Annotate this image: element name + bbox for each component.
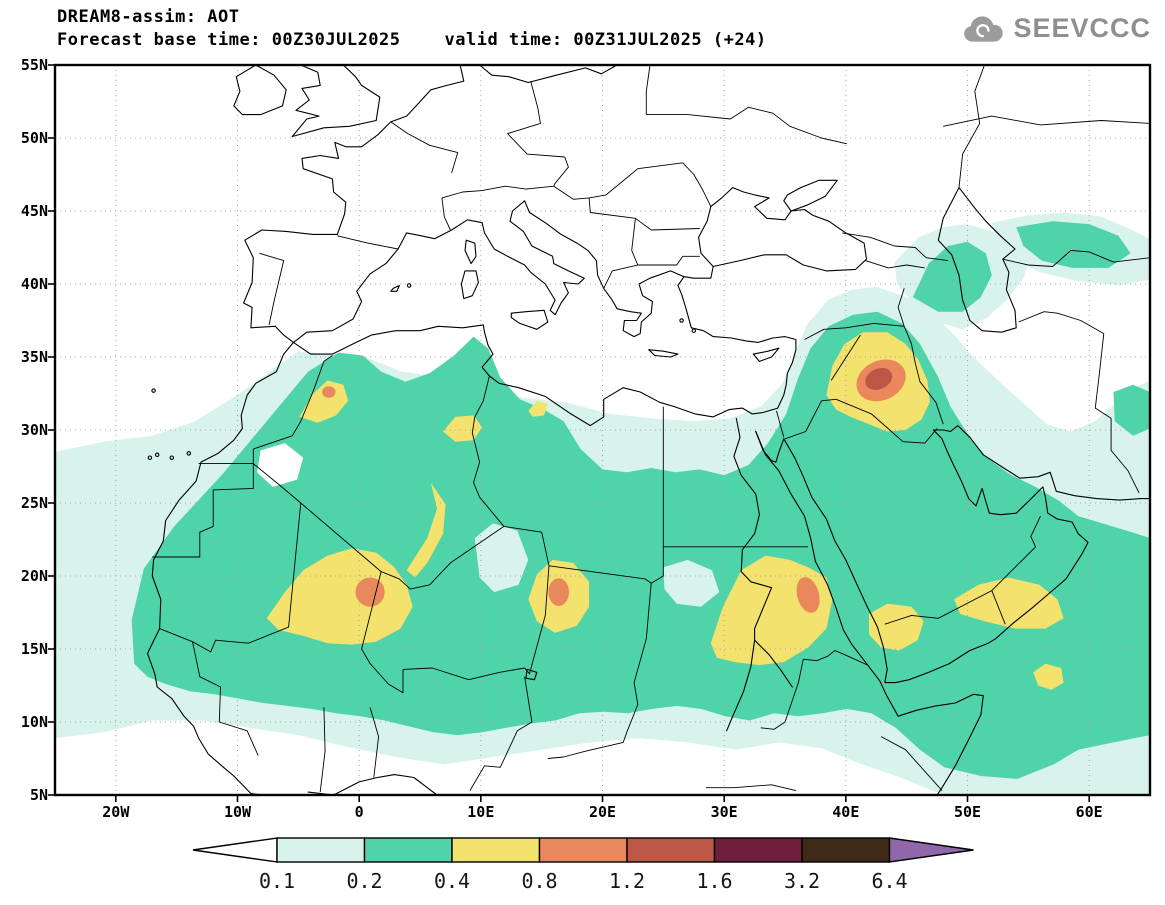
lat-tick-label: 5N <box>29 786 48 804</box>
plot-title: DREAM8-assim: AOT <box>57 7 240 27</box>
colorbar-segment <box>801 837 891 863</box>
aot-map <box>48 63 1152 802</box>
colorbar-tick-label: 1.2 <box>609 869 645 893</box>
colorbar-tick-label: 0.8 <box>521 869 557 893</box>
lat-tick-label: 20N <box>20 567 48 585</box>
lon-tick-label: 10W <box>223 803 252 821</box>
colorbar-tick-label: 0.2 <box>346 869 382 893</box>
lat-tick-label: 15N <box>20 640 48 658</box>
colorbar-segment <box>276 837 366 863</box>
lat-tick-label: 55N <box>20 56 48 74</box>
axes <box>48 63 1152 802</box>
aot-contour-map <box>48 63 1152 802</box>
seevccc-logo-text: SEEVCCC <box>1013 13 1151 43</box>
graticule <box>55 65 1150 795</box>
lat-tick-label: 25N <box>20 494 48 512</box>
valid-time: valid time: 00Z31JUL2025 (+24) <box>444 30 767 50</box>
colorbar-segment <box>363 837 453 863</box>
country-borders <box>152 64 1151 793</box>
lat-tick-label: 30N <box>20 421 48 439</box>
colorbar-tick-label: 3.2 <box>784 869 820 893</box>
seevccc-cloud-icon <box>964 15 1004 42</box>
coastlines <box>146 64 1151 796</box>
aot-filled-contours <box>55 212 1150 795</box>
lon-tick-label: 30E <box>710 803 738 821</box>
lon-tick-label: 20E <box>588 803 617 821</box>
lat-tick-label: 45N <box>20 202 48 220</box>
lat-tick-label: 10N <box>20 713 48 731</box>
seevccc-logo: SEEVCCC <box>962 13 1151 44</box>
colorbar-segment <box>451 837 541 863</box>
header: DREAM8-assim: AOT Forecast base time: 00… <box>57 6 767 52</box>
colorbar-tick-label: 6.4 <box>871 869 907 893</box>
lon-tick-label: 50E <box>953 803 982 821</box>
lon-tick-label: 10E <box>467 803 495 821</box>
colorbar-above-arrow <box>888 837 974 863</box>
colorbar-below-arrow <box>192 837 278 863</box>
lon-tick-label: 20W <box>102 803 130 821</box>
lat-tick-label: 35N <box>20 348 48 366</box>
forecast-base-time: Forecast base time: 00Z30JUL2025 <box>57 30 401 50</box>
colorbar: 0.1 0.2 0.4 0.8 1.2 1.6 3.2 6.4 <box>192 837 974 893</box>
colorbar-tick-label: 1.6 <box>696 869 732 893</box>
lat-tick-label: 40N <box>20 275 48 293</box>
plot-subtitle: Forecast base time: 00Z30JUL2025 valid ti… <box>57 29 767 52</box>
lon-tick-label: 0 <box>354 803 364 821</box>
lon-tick-label: 40E <box>832 803 860 821</box>
colorbar-segment <box>538 837 628 863</box>
colorbar-segment <box>626 837 716 863</box>
colorbar-tick-label: 0.1 <box>259 869 295 893</box>
colorbar-segment <box>713 837 803 863</box>
colorbar-tick-label: 0.4 <box>434 869 470 893</box>
lon-tick-label: 60E <box>1075 803 1103 821</box>
lat-tick-label: 50N <box>20 129 48 147</box>
